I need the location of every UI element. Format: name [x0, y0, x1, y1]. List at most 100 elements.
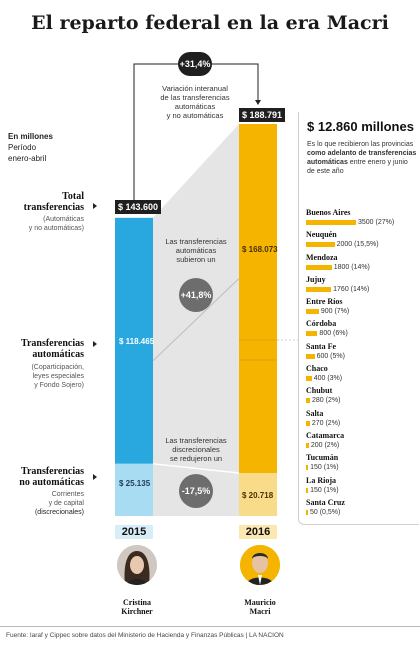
bar-auto-2015 — [115, 217, 153, 464]
province-value-cordoba: 800 (6%) — [319, 330, 348, 338]
province-list: Buenos Aires 3500 (27%) Neuquén 2000 (15,5%… — [306, 208, 418, 520]
source-note: Fuente: Iaraf y Cippec sobre datos del M… — [6, 632, 284, 639]
province-row-cordoba: Córdoba 800 (6%) — [306, 319, 418, 341]
bracket-arrow — [255, 100, 261, 105]
variation-note-2: de las transferencias — [160, 93, 230, 102]
province-row-catamarca: Catamarca 200 (2%) — [306, 431, 418, 453]
province-name-santa-cruz: Santa Cruz — [306, 497, 345, 507]
year-2016: 2016 — [239, 525, 277, 539]
chart-layer — [115, 63, 298, 516]
units-note: En millones Período enero-abril — [8, 131, 53, 164]
province-name-cordoba: Córdoba — [306, 319, 337, 329]
province-name-catamarca: Catamarca — [306, 430, 345, 440]
bar-disc-2016 — [239, 472, 277, 516]
variation-note: Variación interanual de las transferenci… — [150, 84, 240, 120]
panel-text-1: Es lo que recibieron las provincias — [307, 141, 414, 148]
row-label-total-sub-2: y no automáticas) — [28, 225, 84, 232]
province-bar-chubut — [306, 398, 310, 404]
auto-note-1: Las transferencias — [165, 237, 227, 246]
province-name-buenos-aires: Buenos Aires — [306, 208, 351, 217]
province-bar-tucuman — [306, 465, 309, 471]
row-label-total-main-1: Total — [62, 191, 84, 202]
row-label-disc-sub-2: y de capital — [48, 500, 84, 507]
total-tag-2015: $ 143.600 — [115, 200, 162, 214]
units-line-1: En millones — [8, 132, 53, 141]
row-label-disc: Transferencias no automáticas Corrientes… — [4, 466, 84, 517]
row-label-total: Total transferencias (Automáticas y no a… — [4, 191, 84, 233]
advance-panel: $ 12.860 millones Es lo que recibieron l… — [298, 112, 419, 525]
row-arrow-auto — [93, 341, 97, 347]
province-row-la-rioja: La Rioja 150 (1%) — [306, 476, 418, 498]
person-macri-first: Mauricio — [244, 598, 276, 607]
variation-note-4: y no automáticas — [166, 111, 224, 120]
province-row-entre-rios: Entre Ríos 900 (7%) — [306, 297, 418, 319]
auto-value-2016: $ 168.073 — [242, 245, 278, 254]
total-tag-2016: $ 188.791 — [239, 108, 286, 122]
province-name-tucuman: Tucumán — [306, 453, 339, 463]
row-arrow-total — [93, 203, 97, 209]
province-value-neuquen: 2000 (15,5%) — [336, 241, 379, 249]
bracket-left — [133, 63, 178, 204]
row-label-total-sub-1: (Automáticas — [43, 216, 84, 223]
portrait-macri-icon — [240, 545, 280, 585]
portrait-macri — [240, 545, 280, 585]
portrait-kirchner-icon — [117, 545, 157, 585]
bar-disc-2015 — [115, 463, 153, 516]
province-bar-santa-cruz — [306, 509, 308, 515]
disc-pct-circle: -17,5% — [179, 474, 213, 508]
province-row-chubut: Chubut 280 (2%) — [306, 386, 418, 408]
variation-note-3: automáticas — [174, 102, 216, 111]
province-row-jujuy: Jujuy 1760 (14%) — [306, 275, 418, 297]
panel-text: Es lo que recibieron las provincias como… — [307, 140, 419, 176]
panel-text-3: automáticas entre enero y junio — [307, 158, 419, 167]
panel-text-4: entre enero y junio — [347, 159, 408, 166]
province-bar-cordoba — [306, 331, 318, 337]
auto-note: Las transferencias automáticas subieron … — [146, 237, 246, 264]
row-label-auto-sub-1: (Coparticipación, — [31, 364, 84, 371]
year-2015: 2015 — [115, 525, 153, 539]
disc-note: Las transferencias discrecionales se red… — [146, 436, 246, 463]
province-name-santa-fe: Santa Fe — [306, 341, 336, 351]
province-bar-santa-fe — [306, 353, 315, 359]
province-row-neuquen: Neuquén 2000 (15,5%) — [306, 230, 418, 252]
source-rule — [0, 626, 420, 627]
province-value-la-rioja: 150 (1%) — [310, 486, 339, 494]
province-name-chaco: Chaco — [306, 364, 328, 374]
province-value-mendoza: 1800 (14%) — [333, 263, 370, 271]
disc-value-2015: $ 25.135 — [119, 479, 151, 488]
province-name-chubut: Chubut — [306, 386, 333, 396]
person-kirchner-last: Kirchner — [121, 607, 153, 616]
disc-note-3: se redujeron un — [169, 454, 223, 463]
province-row-santa-fe: Santa Fe 600 (5%) — [306, 342, 418, 364]
province-value-jujuy: 1760 (14%) — [333, 285, 370, 293]
province-value-entre-rios: 900 (7%) — [320, 308, 350, 316]
province-value-chubut: 280 (2%) — [312, 397, 341, 405]
province-row-mendoza: Mendoza 1800 (14%) — [306, 253, 418, 275]
auto-note-3: subieron un — [176, 255, 216, 264]
province-value-salta: 270 (2%) — [311, 419, 341, 427]
row-label-disc-sub-1: Corrientes — [51, 491, 84, 498]
bracket-right — [212, 63, 259, 102]
row-label-auto-sub-2: leyes especiales — [32, 373, 84, 380]
province-value-tucuman: 150 (1%) — [310, 464, 339, 472]
province-value-santa-cruz: 50 (0,5%) — [310, 508, 341, 516]
panel-headline: $ 12.860 millones — [307, 119, 414, 134]
province-row-santa-cruz: Santa Cruz 50 (0,5%) — [306, 498, 418, 520]
row-label-disc-main-2: no automáticas — [19, 477, 84, 488]
row-arrow-disc — [93, 474, 97, 480]
person-macri-last: Macri — [249, 607, 271, 616]
row-label-auto-main-1: Transferencias — [21, 338, 84, 349]
row-label-disc-main-1: Transferencias — [21, 466, 84, 477]
panel-text-2: como adelanto de transferencias — [307, 150, 417, 157]
variation-circle: +31,4% — [178, 52, 212, 76]
province-bar-entre-rios — [306, 309, 319, 315]
province-value-santa-fe: 600 (5%) — [316, 352, 345, 360]
connector-line-disc — [152, 463, 240, 474]
person-kirchner-first: Cristina — [123, 598, 151, 607]
province-bar-chaco — [306, 376, 312, 382]
units-line-3: enero-abril — [8, 154, 47, 163]
panel-text-3-bold: automáticas — [307, 159, 348, 166]
province-row-buenos-aires: Buenos Aires 3500 (27%) — [306, 208, 418, 230]
province-name-mendoza: Mendoza — [306, 252, 338, 262]
